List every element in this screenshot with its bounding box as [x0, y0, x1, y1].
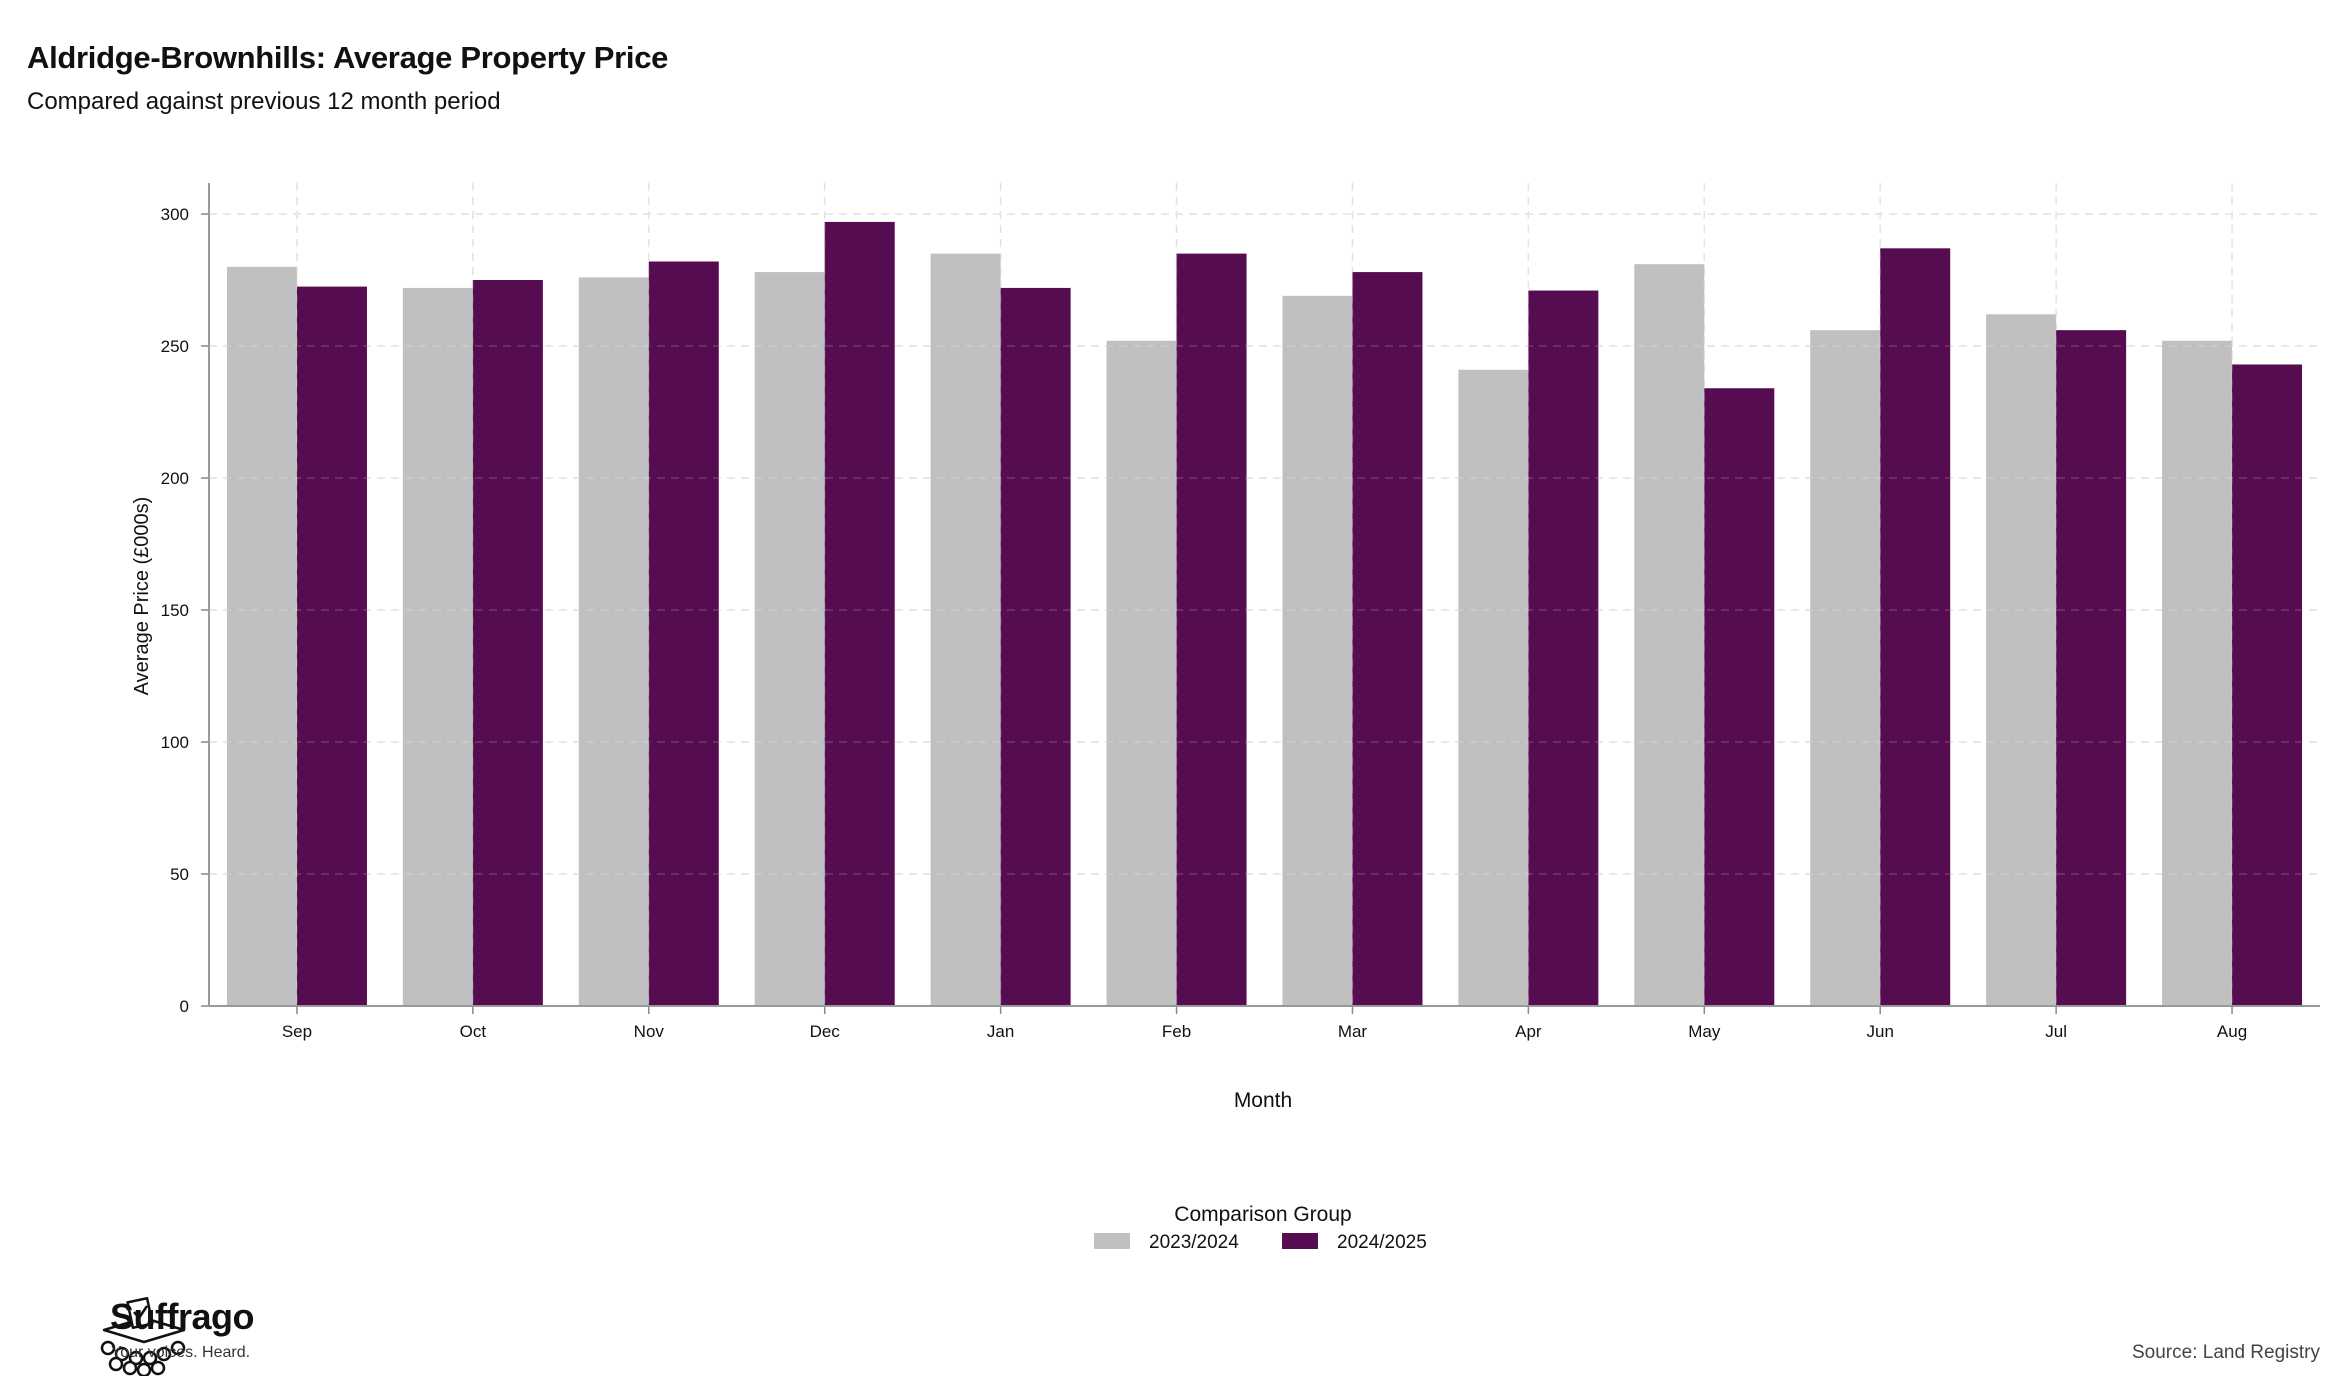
y-tick-label: 150: [161, 601, 189, 620]
bar-2023-2024-may: [1634, 264, 1705, 1006]
y-tick-label: 300: [161, 205, 189, 224]
legend: 2023/2024 2024/2025: [1094, 1232, 1427, 1253]
bars: [209, 183, 2320, 1007]
bar-2023-2024-apr: [1458, 369, 1529, 1006]
x-tick-label: Apr: [1515, 1022, 1542, 1041]
brand-name: Suffrago: [110, 1296, 255, 1337]
bar-2023-2024-dec: [754, 272, 825, 1007]
bar-2024-2025-oct: [472, 280, 543, 1006]
x-tick-labels: Sep Oct Nov Dec Jan Feb Mar Apr May Jun Jul Aug: [282, 1022, 2247, 1041]
source-note: Source: Land Registry: [2132, 1342, 2320, 1363]
bar-2024-2025-feb: [1176, 253, 1247, 1007]
y-tick-label: 50: [170, 865, 189, 884]
bar-2023-2024-oct: [402, 287, 473, 1006]
x-tick-label: Jun: [1866, 1022, 1893, 1041]
x-tick-label: Mar: [1338, 1022, 1368, 1041]
x-axis-label: Month: [1234, 1089, 1292, 1112]
bar-2023-2024-jul: [1986, 314, 2057, 1006]
bar-2023-2024-jan: [930, 253, 1001, 1007]
bar-2023-2024-sep: [226, 266, 297, 1006]
y-tick-label: 250: [161, 337, 189, 356]
x-tick-label: Nov: [634, 1022, 665, 1041]
x-tick-label: Oct: [460, 1022, 487, 1041]
chart-subtitle: Compared against previous 12 month perio…: [27, 88, 501, 115]
bar-2024-2025-jun: [1880, 248, 1951, 1006]
x-tick-label: Sep: [282, 1022, 312, 1041]
x-tick-label: Dec: [810, 1022, 841, 1041]
bar-2024-2025-may: [1704, 388, 1775, 1006]
x-tick-label: May: [1688, 1022, 1721, 1041]
bar-chart: 0 50 100 150 200 250 300 Sep Oct Nov Dec Jan Feb Mar…: [131, 183, 2320, 1253]
y-tick-label: 200: [161, 469, 189, 488]
x-tick-label: Feb: [1162, 1022, 1191, 1041]
y-tick-label: 100: [161, 733, 189, 752]
x-tick-label: Jan: [987, 1022, 1014, 1041]
bar-2024-2025-aug: [2232, 364, 2303, 1007]
bar-2024-2025-dec: [824, 221, 895, 1007]
bar-2024-2025-jul: [2056, 330, 2127, 1006]
y-tick-labels: 0 50 100 150 200 250 300: [161, 205, 189, 1016]
bar-2024-2025-apr: [1528, 290, 1599, 1006]
brand-tagline: Your voices. Heard.: [111, 1344, 251, 1361]
bar-2023-2024-feb: [1106, 340, 1177, 1007]
bar-2023-2024-nov: [578, 277, 649, 1006]
axes: [201, 183, 2320, 1014]
legend-swatch-2023-2024: [1094, 1233, 1130, 1249]
chart-title: Aldridge-Brownhills: Average Property Pr…: [27, 40, 669, 75]
bar-2024-2025-nov: [648, 261, 719, 1006]
y-axis-label: Average Price (£000s): [131, 497, 153, 696]
legend-title: Comparison Group: [1174, 1203, 1351, 1226]
bar-2023-2024-aug: [2162, 340, 2233, 1007]
ballot-box-crowd-icon: [100, 1296, 186, 1376]
bar-2023-2024-mar: [1282, 295, 1353, 1007]
x-tick-label: Jul: [2045, 1022, 2067, 1041]
y-tick-label: 0: [180, 997, 189, 1016]
legend-label-2023-2024: 2023/2024: [1149, 1232, 1239, 1253]
legend-label-2024-2025: 2024/2025: [1337, 1232, 1427, 1253]
bar-2024-2025-sep: [296, 286, 367, 1007]
bar-2024-2025-jan: [1000, 287, 1071, 1006]
legend-swatch-2024-2025: [1282, 1233, 1318, 1249]
bar-2023-2024-jun: [1810, 330, 1881, 1006]
bar-2024-2025-mar: [1352, 272, 1423, 1007]
x-tick-label: Aug: [2217, 1022, 2247, 1041]
